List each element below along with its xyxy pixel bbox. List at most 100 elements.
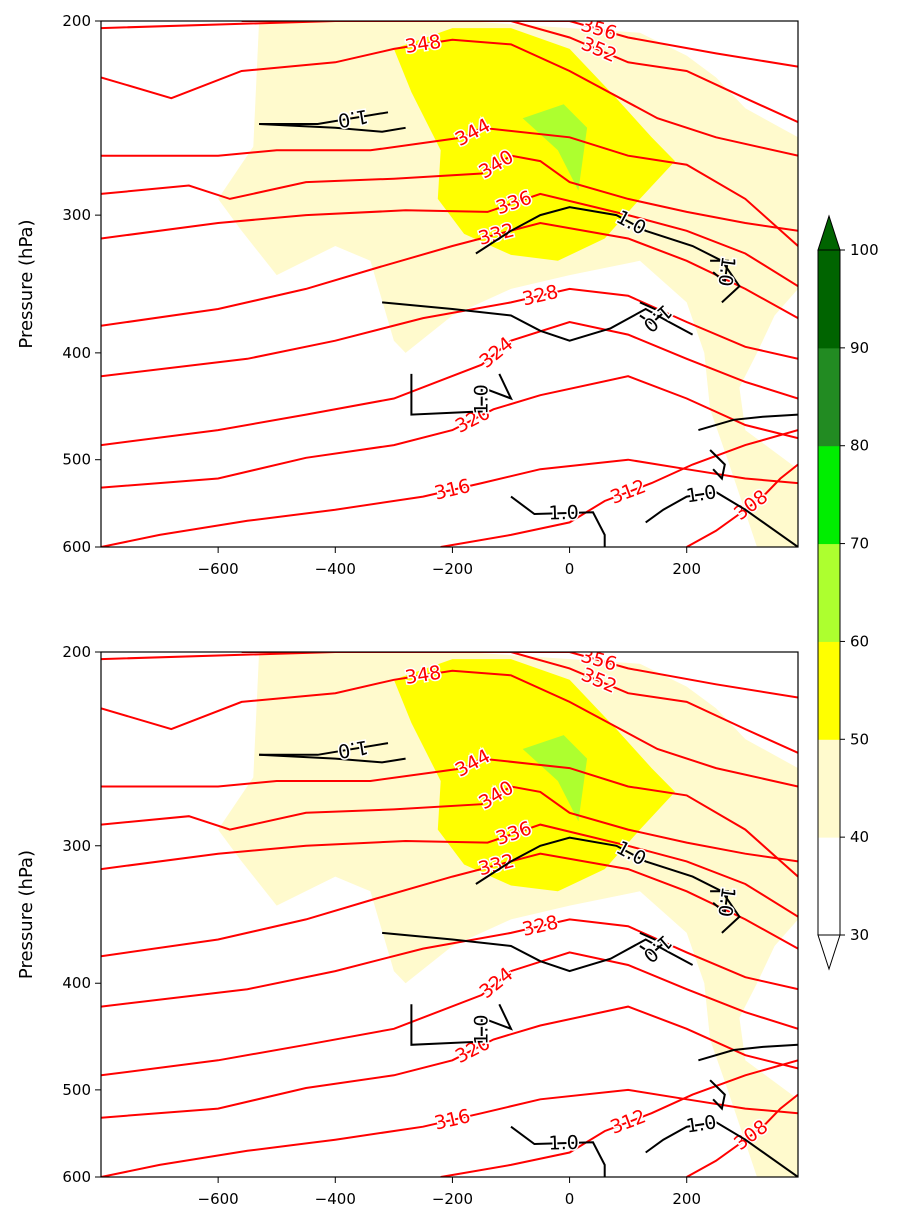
theta-contour-316 — [101, 458, 798, 547]
x-tick-label: 200 — [672, 1190, 701, 1208]
y-tick-label: 200 — [62, 12, 91, 30]
theta-contour-label: 316 — [432, 475, 472, 505]
theta-contour-352 — [101, 652, 798, 754]
x-tick-label: −400 — [315, 1190, 356, 1208]
colorbar-tick-label: 50 — [850, 730, 869, 748]
theta-contour-308 — [686, 463, 798, 547]
theta-contour-308 — [686, 1093, 798, 1177]
other-contour-1 — [710, 259, 729, 284]
other-contour-1 — [710, 890, 729, 915]
theta-contour-label: 356 — [578, 645, 619, 676]
theta-contour-328 — [101, 918, 798, 1008]
other-contour-label: 1.0 — [471, 1015, 493, 1045]
theta-contour-344 — [101, 757, 798, 878]
other-contour-label: 1.0 — [685, 1111, 718, 1137]
theta-contour-340 — [101, 154, 798, 232]
other-contour-label: 1.0 — [713, 885, 739, 918]
theta-contour-312 — [440, 429, 798, 547]
axes-frame — [100, 20, 799, 548]
theta-contour-320 — [101, 375, 798, 489]
other-contour-1 — [698, 413, 798, 432]
theta-contour-356 — [241, 652, 798, 699]
x-tick-label: −600 — [198, 560, 239, 578]
x-tick-label: −400 — [315, 560, 356, 578]
other-contour-1 — [382, 301, 694, 342]
colorbar: 30 40 50 60 70 80 90 100 — [817, 214, 879, 971]
colorbar-tick-label: 30 — [850, 926, 869, 944]
y-tick-label: 500 — [62, 451, 91, 469]
theta-contour-324 — [101, 320, 798, 447]
theta-contour-324 — [101, 951, 798, 1077]
x-tick-label: 0 — [565, 1190, 575, 1208]
other-contour-label: 1.0 — [548, 1132, 579, 1155]
filled-region-50-60 — [393, 28, 675, 261]
other-contour-1 — [475, 836, 741, 934]
filled-region-60-70 — [522, 735, 588, 822]
y-tick-label: 400 — [62, 974, 91, 992]
colorbar-extend-max — [817, 214, 841, 251]
filled-region-50-60 — [393, 659, 675, 892]
other-contour-1 — [259, 753, 406, 764]
y-tick-label: 600 — [62, 538, 91, 556]
other-contour-1 — [382, 931, 694, 973]
theta-contour-348 — [101, 38, 798, 157]
y-tick-label: 200 — [62, 643, 91, 661]
other-contour-1 — [510, 495, 606, 547]
theta-contour-312 — [440, 1059, 798, 1177]
other-contour-label: 1.0 — [471, 384, 493, 414]
other-contour-1 — [410, 373, 513, 416]
other-contour-1 — [709, 449, 726, 481]
y-tick-label: 500 — [62, 1081, 91, 1099]
colorbar-frame — [817, 249, 841, 936]
other-contour-1 — [259, 123, 406, 133]
other-contour-1 — [645, 491, 798, 547]
theta-contour-356 — [241, 21, 798, 68]
theta-contour-label: 316 — [432, 1105, 472, 1135]
colorbar-tick-label: 100 — [850, 241, 879, 259]
theta-contour-label: 324 — [475, 963, 517, 1003]
theta-contour-352 — [101, 21, 798, 124]
y-axis-label: Pressure (hPa) — [16, 219, 37, 348]
x-tick-label: −200 — [432, 560, 473, 578]
colorbar-segment — [818, 739, 840, 838]
colorbar-tick-label: 70 — [850, 535, 869, 553]
colorbar-segment — [818, 641, 840, 740]
theta-contour-344 — [101, 126, 798, 247]
x-tick-label: −600 — [198, 1190, 239, 1208]
theta-contour-label: 328 — [520, 281, 560, 311]
other-contour-1 — [639, 931, 666, 955]
x-tick-label: 200 — [672, 560, 701, 578]
colorbar-segment — [818, 837, 840, 936]
colorbar-segment — [818, 543, 840, 642]
colorbar-tick-label: 80 — [850, 437, 869, 455]
theta-contour-label: 312 — [607, 475, 649, 508]
y-tick-label: 400 — [62, 344, 91, 362]
other-contour-1 — [259, 111, 389, 125]
y-axis-label: Pressure (hPa) — [16, 850, 37, 979]
x-tick-label: 0 — [565, 560, 575, 578]
theta-contour-320 — [101, 1005, 798, 1119]
theta-contour-316 — [101, 1088, 798, 1177]
colorbar-extend-min — [817, 934, 841, 971]
x-tick-label: −200 — [432, 1190, 473, 1208]
colorbar-tick-label: 40 — [850, 828, 869, 846]
colorbar-tick-label: 60 — [850, 632, 869, 650]
theta-contour-348 — [101, 669, 798, 788]
colorbar-segment — [818, 347, 840, 447]
other-contour-1 — [259, 742, 389, 756]
theta-contour-label: 324 — [475, 333, 517, 373]
theta-contour-label: 312 — [607, 1105, 649, 1138]
y-tick-label: 300 — [62, 837, 91, 855]
other-contour-1 — [709, 1079, 726, 1111]
other-contour-1 — [410, 1003, 513, 1046]
filled-region-60-70 — [522, 104, 588, 191]
other-contour-1 — [698, 1043, 798, 1062]
other-contour-label: 1.0 — [685, 481, 718, 507]
theta-contour-328 — [101, 287, 798, 378]
other-contour-1 — [639, 301, 666, 325]
theta-contour-340 — [101, 785, 798, 863]
other-contour-label: 1.0 — [713, 255, 739, 288]
